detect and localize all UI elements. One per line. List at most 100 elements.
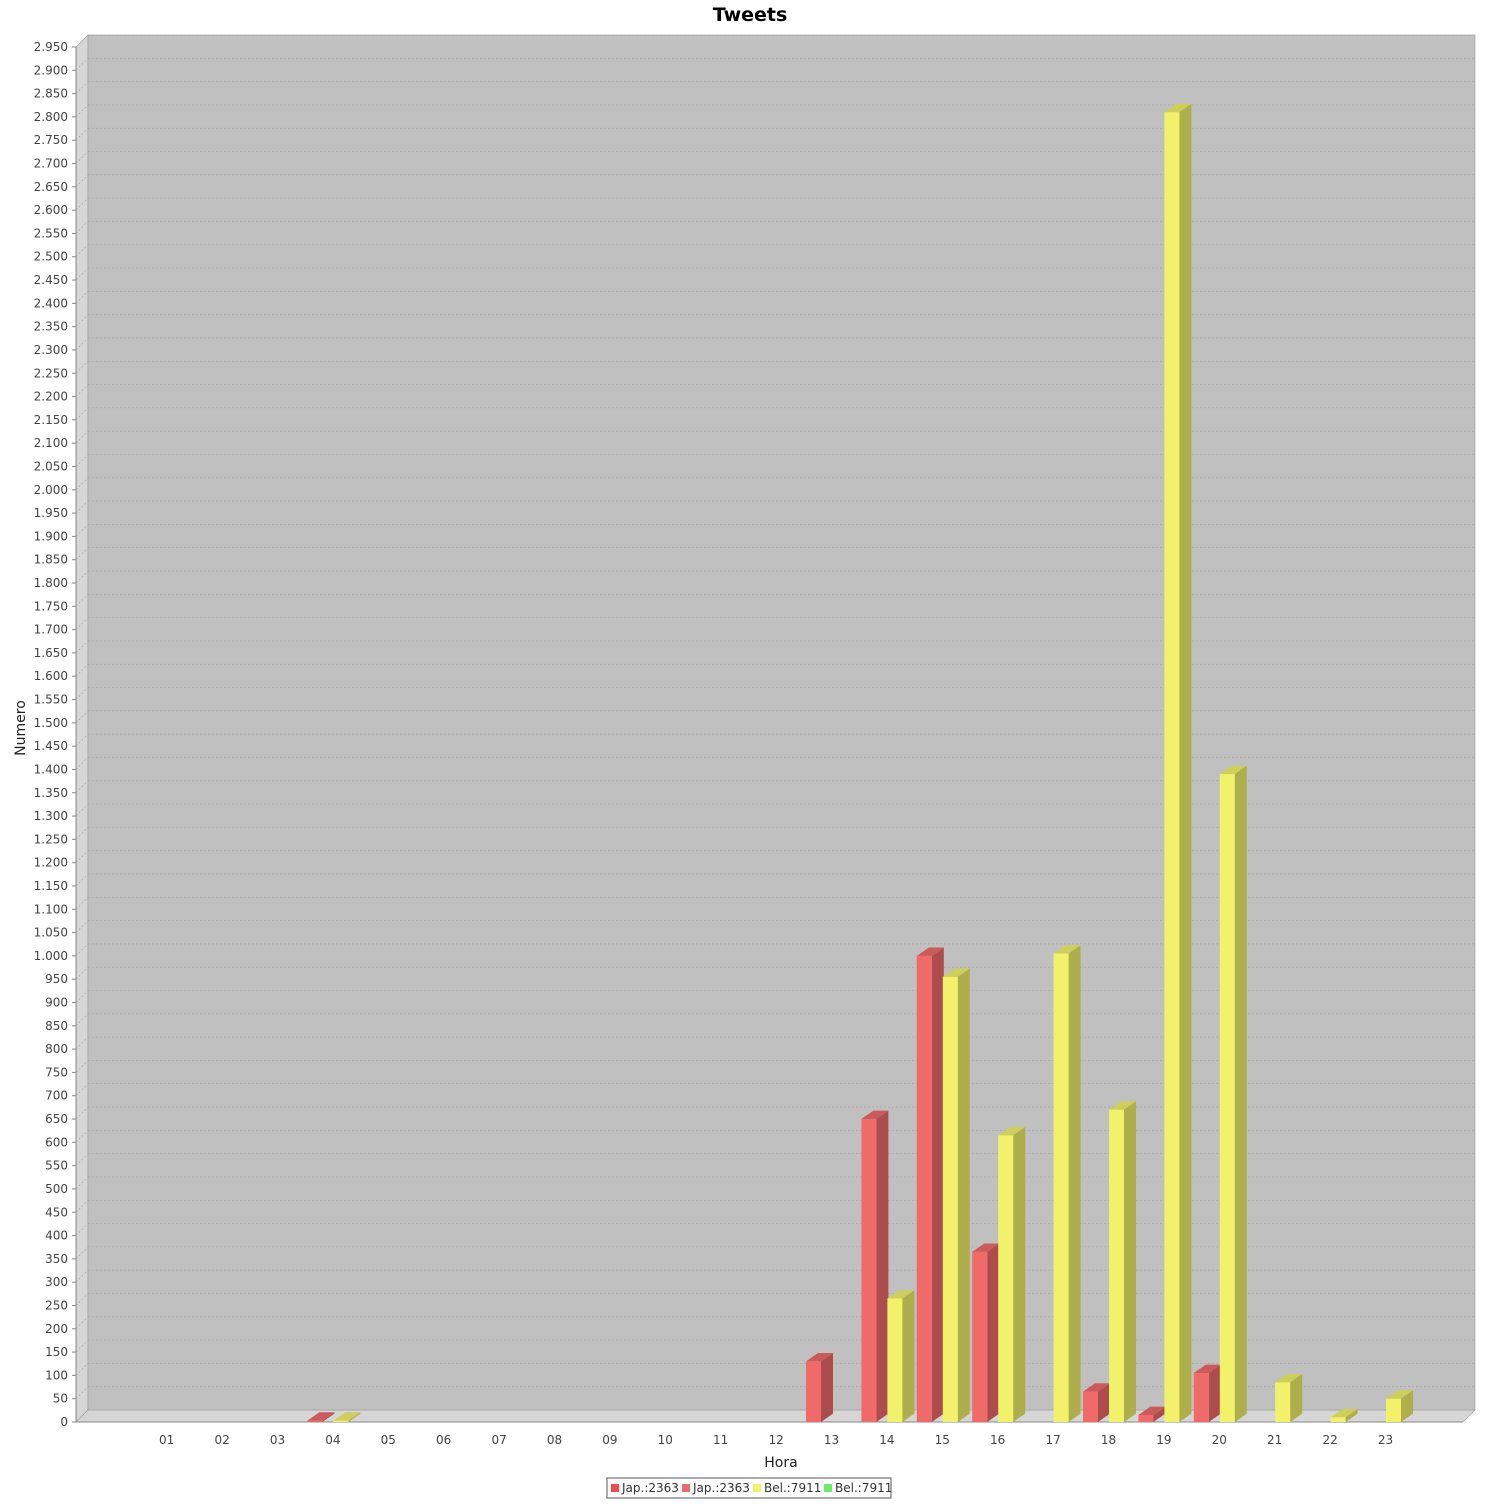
bar-front: [333, 1420, 349, 1422]
bar-side: [902, 1290, 915, 1422]
grid-line: [75, 1060, 89, 1073]
grid-line: [75, 1083, 89, 1096]
y-tick-label: 200: [45, 1322, 68, 1336]
y-tick-label: 450: [45, 1205, 68, 1219]
bar: [972, 1243, 1000, 1422]
bar: [1386, 1390, 1413, 1422]
bar-front: [942, 976, 958, 1422]
y-tick-label: 2.300: [34, 343, 68, 357]
grid-line: [75, 1130, 89, 1143]
y-tick-label: 1.900: [34, 529, 68, 543]
grid-line: [75, 454, 89, 467]
grid-line: [75, 361, 89, 374]
y-tick-label: 650: [45, 1112, 68, 1126]
grid-line: [75, 547, 89, 560]
bar: [1219, 765, 1247, 1422]
bar-front: [806, 1361, 821, 1422]
bar-front: [998, 1135, 1014, 1422]
bar-front: [887, 1298, 903, 1422]
bar-top: [806, 1353, 833, 1362]
bar-top: [861, 1110, 889, 1120]
grid-line: [75, 34, 89, 48]
y-tick-label: 2.850: [34, 87, 68, 101]
y-tick-label: 350: [45, 1252, 68, 1266]
y-tick-label: 250: [45, 1298, 68, 1312]
x-tick-label: 04: [325, 1433, 340, 1447]
bar-top: [1275, 1373, 1303, 1383]
y-tick-label: 1.750: [34, 599, 68, 613]
bar-front: [1164, 112, 1180, 1422]
grid-line: [75, 267, 89, 281]
bar-side: [1068, 945, 1081, 1422]
bar-side: [322, 1412, 335, 1422]
y-tick-label: 2.050: [34, 459, 68, 473]
x-tick-label: 23: [1378, 1433, 1393, 1447]
grid-line: [75, 640, 89, 654]
bar-side: [1153, 1406, 1166, 1422]
bar-side: [876, 1110, 889, 1422]
y-tick-label: 1.450: [34, 739, 68, 753]
y-tick-label: 600: [45, 1135, 68, 1149]
bar-side: [1098, 1383, 1110, 1422]
bar: [1164, 103, 1192, 1422]
bar-top: [1053, 945, 1081, 954]
grid-line: [75, 104, 89, 118]
grid-line: [75, 897, 89, 910]
x-tick-label: 01: [159, 1433, 174, 1447]
x-tick-label: 10: [658, 1433, 673, 1447]
y-tick-label: 1.050: [34, 926, 68, 940]
legend-label: Bel.:7911: [835, 1481, 892, 1495]
legend-label: Bel.:7911: [764, 1481, 821, 1495]
y-tick-label: 2.150: [34, 413, 68, 427]
y-tick-label: 1.250: [34, 832, 68, 846]
bar-side: [1124, 1101, 1136, 1422]
y-tick-label: 1.200: [34, 856, 68, 870]
x-tick-label: 16: [990, 1433, 1005, 1447]
y-tick-label: 1.600: [34, 669, 68, 683]
legend-swatch: [611, 1484, 619, 1492]
y-tick-label: 1.500: [34, 716, 68, 730]
grid-line: [75, 803, 89, 817]
y-tick-label: 2.250: [34, 366, 68, 380]
bar: [1109, 1101, 1136, 1422]
y-tick-label: 2.550: [34, 226, 68, 240]
y-tick-label: 850: [45, 1019, 68, 1033]
x-tick-label: 14: [879, 1433, 894, 1447]
x-tick-label: 03: [270, 1433, 285, 1447]
x-tick-label: 06: [436, 1433, 451, 1447]
bars: [307, 103, 1413, 1422]
x-tick-label: 07: [491, 1433, 506, 1447]
grid-line: [75, 1293, 89, 1306]
legend-label: Jap.:2363: [692, 1481, 750, 1495]
grid-line: [75, 594, 89, 607]
legend-label: Jap.:2363: [621, 1481, 679, 1495]
y-tick-label: 2.750: [34, 133, 68, 147]
y-tick-label: 400: [45, 1229, 68, 1243]
grid-line: [75, 221, 89, 234]
bar-side: [957, 968, 970, 1422]
grid-line: [75, 524, 89, 537]
bar: [307, 1412, 335, 1422]
grid-line: [75, 58, 89, 71]
x-tick-label: 22: [1322, 1433, 1337, 1447]
x-tick-label: 18: [1101, 1433, 1116, 1447]
grid-line: [75, 850, 89, 863]
x-tick-label: 17: [1045, 1433, 1060, 1447]
y-tick-label: 2.600: [34, 203, 68, 217]
y-tick-label: 2.200: [34, 390, 68, 404]
bar-front: [1219, 774, 1235, 1422]
y-tick-label: 1.150: [34, 879, 68, 893]
bar: [333, 1412, 361, 1422]
grid-line: [75, 943, 89, 957]
grid-line: [75, 174, 89, 188]
y-tick-label: 2.350: [34, 320, 68, 334]
bar-top: [307, 1412, 335, 1421]
bar-front: [1053, 953, 1069, 1422]
bar: [1138, 1406, 1166, 1422]
grid-line: [75, 570, 89, 584]
bar: [1275, 1373, 1303, 1422]
bar-front: [307, 1420, 323, 1422]
x-tick-label: 12: [768, 1433, 783, 1447]
grid-line: [75, 757, 89, 770]
